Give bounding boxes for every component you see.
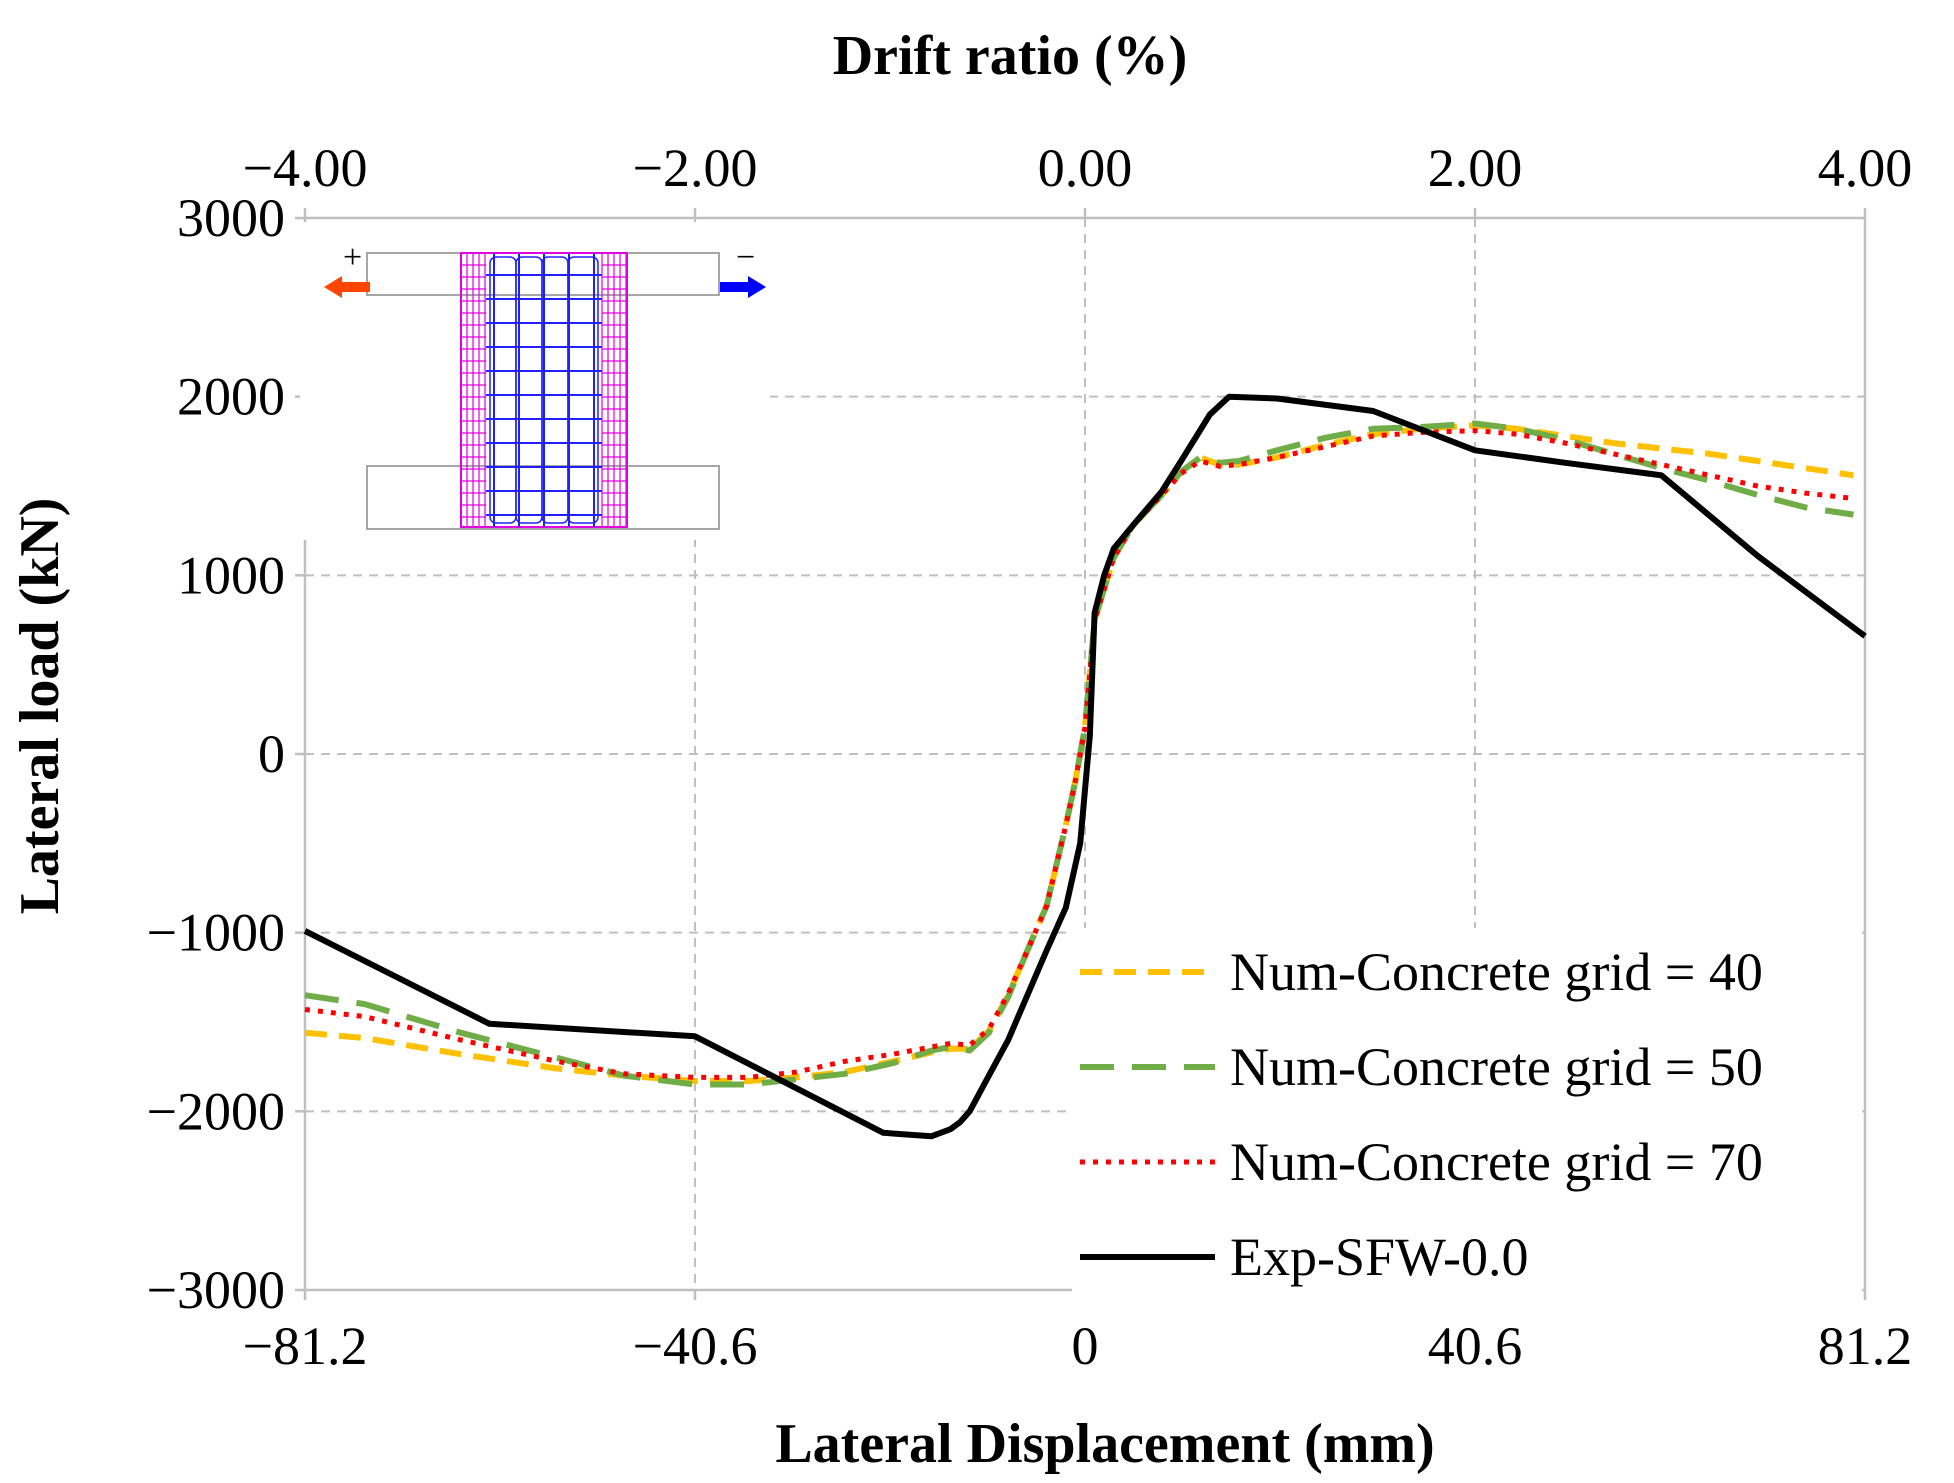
inset-web-stirrup (567, 256, 599, 524)
x-tick-label: 81.2 (1818, 1316, 1913, 1376)
y-tick-label: −2000 (147, 1081, 285, 1141)
x-tick-label: 0 (1072, 1316, 1099, 1376)
x2-tick-label: 4.00 (1818, 138, 1913, 198)
legend: Num-Concrete grid = 40 Num-Concrete grid … (1072, 928, 1862, 1306)
inset-plus-sign: + (343, 239, 362, 276)
y-tick-label: 3000 (177, 188, 285, 248)
x-tick-label: 40.6 (1428, 1316, 1523, 1376)
x2-axis-title: Drift ratio (%) (833, 25, 1188, 87)
x-axis-title: Lateral Displacement (mm) (775, 1413, 1434, 1475)
legend-label: Num-Concrete grid = 50 (1230, 1037, 1763, 1097)
x2-tick-label: −4.00 (243, 138, 368, 198)
x2-tick-label: −2.00 (633, 138, 758, 198)
series-line-3 (304, 428, 1854, 1080)
legend-background (1072, 928, 1862, 1306)
x2-tick-label: 0.00 (1038, 138, 1133, 198)
arrow-right-icon (720, 276, 766, 298)
series-line-4 (303, 393, 1867, 1140)
y-tick-label: 0 (258, 724, 285, 784)
x2-tick-label: 2.00 (1428, 138, 1523, 198)
legend-label: Exp-SFW-0.0 (1230, 1227, 1529, 1287)
wall-specimen-inset: + − (300, 222, 770, 540)
inset-minus-sign: − (736, 239, 755, 276)
legend-label: Num-Concrete grid = 40 (1230, 942, 1763, 1002)
arrow-left-icon (324, 276, 370, 298)
inset-reinforcement-mesh (460, 252, 628, 528)
x-tick-label: −81.2 (243, 1316, 368, 1376)
y-tick-label: 1000 (177, 545, 285, 605)
legend-label: Num-Concrete grid = 70 (1230, 1132, 1763, 1192)
tick-labels: −81.2 −4.00 −40.6 −2.00 0 0.00 40.6 2.00 81.2 4.0… (147, 138, 1913, 1376)
y-tick-label: 2000 (177, 367, 285, 427)
y-tick-label: −3000 (147, 1260, 285, 1320)
y-axis-title: Lateral load (kN) (9, 498, 71, 915)
y-tick-label: −1000 (147, 903, 285, 963)
x-tick-label: −40.6 (633, 1316, 758, 1376)
series-lines (303, 393, 1867, 1140)
